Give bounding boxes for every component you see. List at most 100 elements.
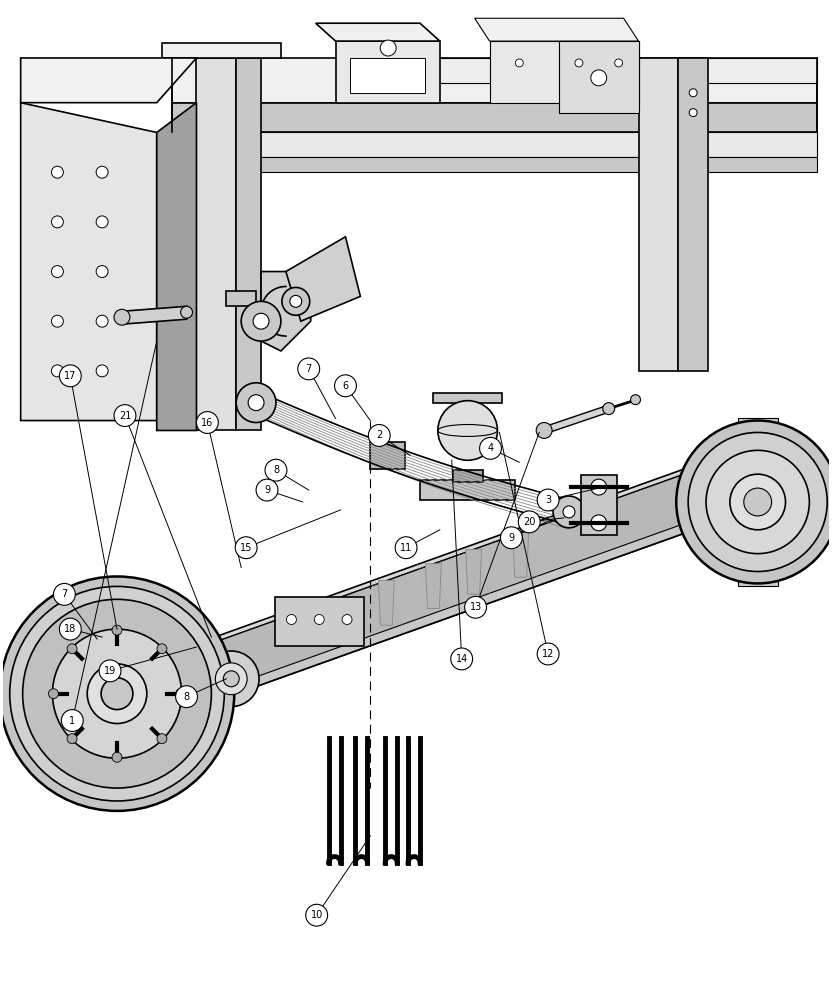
Circle shape	[114, 405, 136, 426]
Circle shape	[52, 166, 63, 178]
Circle shape	[689, 109, 697, 117]
Polygon shape	[75, 452, 755, 738]
Circle shape	[97, 216, 108, 228]
Polygon shape	[474, 18, 638, 41]
Polygon shape	[261, 272, 310, 351]
Polygon shape	[369, 442, 405, 469]
Polygon shape	[315, 23, 440, 41]
Text: 10: 10	[310, 910, 323, 920]
Circle shape	[744, 488, 771, 516]
Text: 9: 9	[264, 485, 270, 495]
Circle shape	[334, 375, 356, 397]
Polygon shape	[453, 470, 483, 482]
Text: 11: 11	[400, 543, 412, 553]
Text: 20: 20	[523, 517, 536, 527]
Circle shape	[67, 644, 77, 654]
Circle shape	[253, 313, 269, 329]
Circle shape	[676, 421, 832, 583]
Circle shape	[536, 423, 552, 438]
Polygon shape	[379, 581, 394, 625]
Circle shape	[196, 412, 218, 433]
Polygon shape	[286, 237, 360, 321]
Polygon shape	[21, 103, 156, 421]
Circle shape	[591, 70, 607, 86]
Circle shape	[342, 615, 352, 624]
Circle shape	[204, 651, 259, 707]
Text: 7: 7	[305, 364, 312, 374]
Polygon shape	[513, 532, 528, 577]
Circle shape	[298, 358, 319, 380]
Circle shape	[235, 537, 257, 559]
Circle shape	[451, 648, 473, 670]
Polygon shape	[466, 549, 482, 594]
Polygon shape	[581, 475, 617, 535]
Polygon shape	[171, 103, 817, 132]
Text: 13: 13	[469, 602, 482, 612]
Circle shape	[112, 752, 122, 762]
Polygon shape	[161, 43, 281, 58]
Polygon shape	[400, 58, 817, 83]
Circle shape	[395, 537, 417, 559]
Circle shape	[157, 644, 167, 654]
Circle shape	[575, 59, 583, 67]
Circle shape	[67, 734, 77, 744]
Polygon shape	[196, 58, 236, 430]
Circle shape	[591, 515, 607, 531]
Circle shape	[518, 511, 540, 533]
Text: 12: 12	[542, 649, 554, 659]
Polygon shape	[236, 58, 261, 430]
Circle shape	[22, 599, 211, 788]
Circle shape	[215, 663, 247, 695]
Circle shape	[0, 576, 235, 811]
Text: 9: 9	[508, 533, 514, 543]
Circle shape	[48, 689, 58, 699]
Circle shape	[305, 904, 328, 926]
Circle shape	[99, 660, 121, 682]
Circle shape	[62, 710, 83, 731]
Circle shape	[52, 629, 181, 758]
Polygon shape	[335, 41, 440, 103]
Circle shape	[114, 309, 130, 325]
Polygon shape	[638, 58, 678, 371]
Text: 14: 14	[456, 654, 468, 664]
Circle shape	[479, 437, 502, 459]
Circle shape	[176, 689, 186, 699]
Circle shape	[241, 301, 281, 341]
Circle shape	[256, 479, 278, 501]
Circle shape	[553, 496, 585, 528]
Circle shape	[688, 432, 827, 572]
Circle shape	[537, 489, 559, 511]
Polygon shape	[331, 597, 347, 642]
Text: 4: 4	[488, 443, 493, 453]
Polygon shape	[21, 58, 196, 103]
Circle shape	[615, 59, 622, 67]
Circle shape	[112, 625, 122, 635]
Text: 16: 16	[201, 418, 214, 428]
Circle shape	[438, 401, 498, 460]
Circle shape	[706, 450, 810, 554]
Circle shape	[369, 425, 390, 446]
Circle shape	[380, 40, 396, 56]
Circle shape	[97, 315, 108, 327]
Polygon shape	[171, 132, 817, 157]
Circle shape	[236, 383, 276, 423]
Text: 17: 17	[64, 371, 77, 381]
Circle shape	[537, 643, 559, 665]
Text: 3: 3	[545, 495, 551, 505]
Text: 7: 7	[62, 589, 67, 599]
Circle shape	[286, 615, 296, 624]
Circle shape	[102, 678, 133, 710]
Polygon shape	[84, 443, 765, 745]
Polygon shape	[171, 157, 817, 172]
Circle shape	[515, 59, 523, 67]
Polygon shape	[559, 41, 638, 113]
Polygon shape	[738, 418, 778, 586]
Circle shape	[290, 295, 302, 307]
Circle shape	[136, 613, 148, 625]
Circle shape	[563, 506, 575, 518]
Polygon shape	[275, 597, 364, 646]
Polygon shape	[156, 103, 196, 430]
Circle shape	[51, 634, 64, 648]
Circle shape	[53, 583, 75, 605]
Polygon shape	[433, 393, 503, 403]
